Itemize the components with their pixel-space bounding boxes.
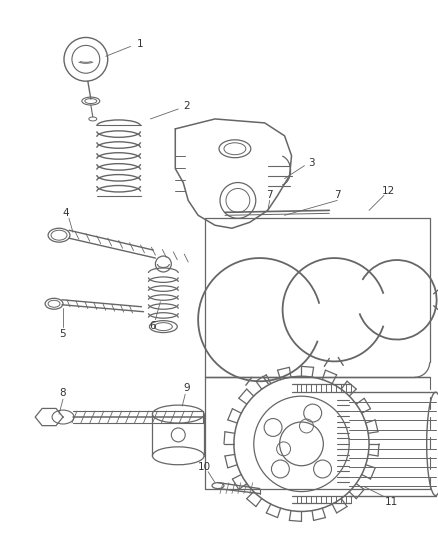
Text: 8: 8 [60, 388, 66, 398]
Text: 9: 9 [183, 383, 189, 393]
Text: 1: 1 [137, 39, 144, 50]
Text: 3: 3 [307, 158, 314, 168]
Text: 5: 5 [60, 328, 66, 338]
Text: 11: 11 [385, 497, 398, 506]
Text: 4: 4 [63, 208, 69, 219]
Text: 2: 2 [183, 101, 189, 111]
Text: 12: 12 [381, 187, 395, 197]
Text: 7: 7 [266, 190, 272, 200]
Text: 6: 6 [149, 321, 155, 330]
Text: 10: 10 [197, 462, 210, 472]
Text: 7: 7 [333, 190, 340, 200]
